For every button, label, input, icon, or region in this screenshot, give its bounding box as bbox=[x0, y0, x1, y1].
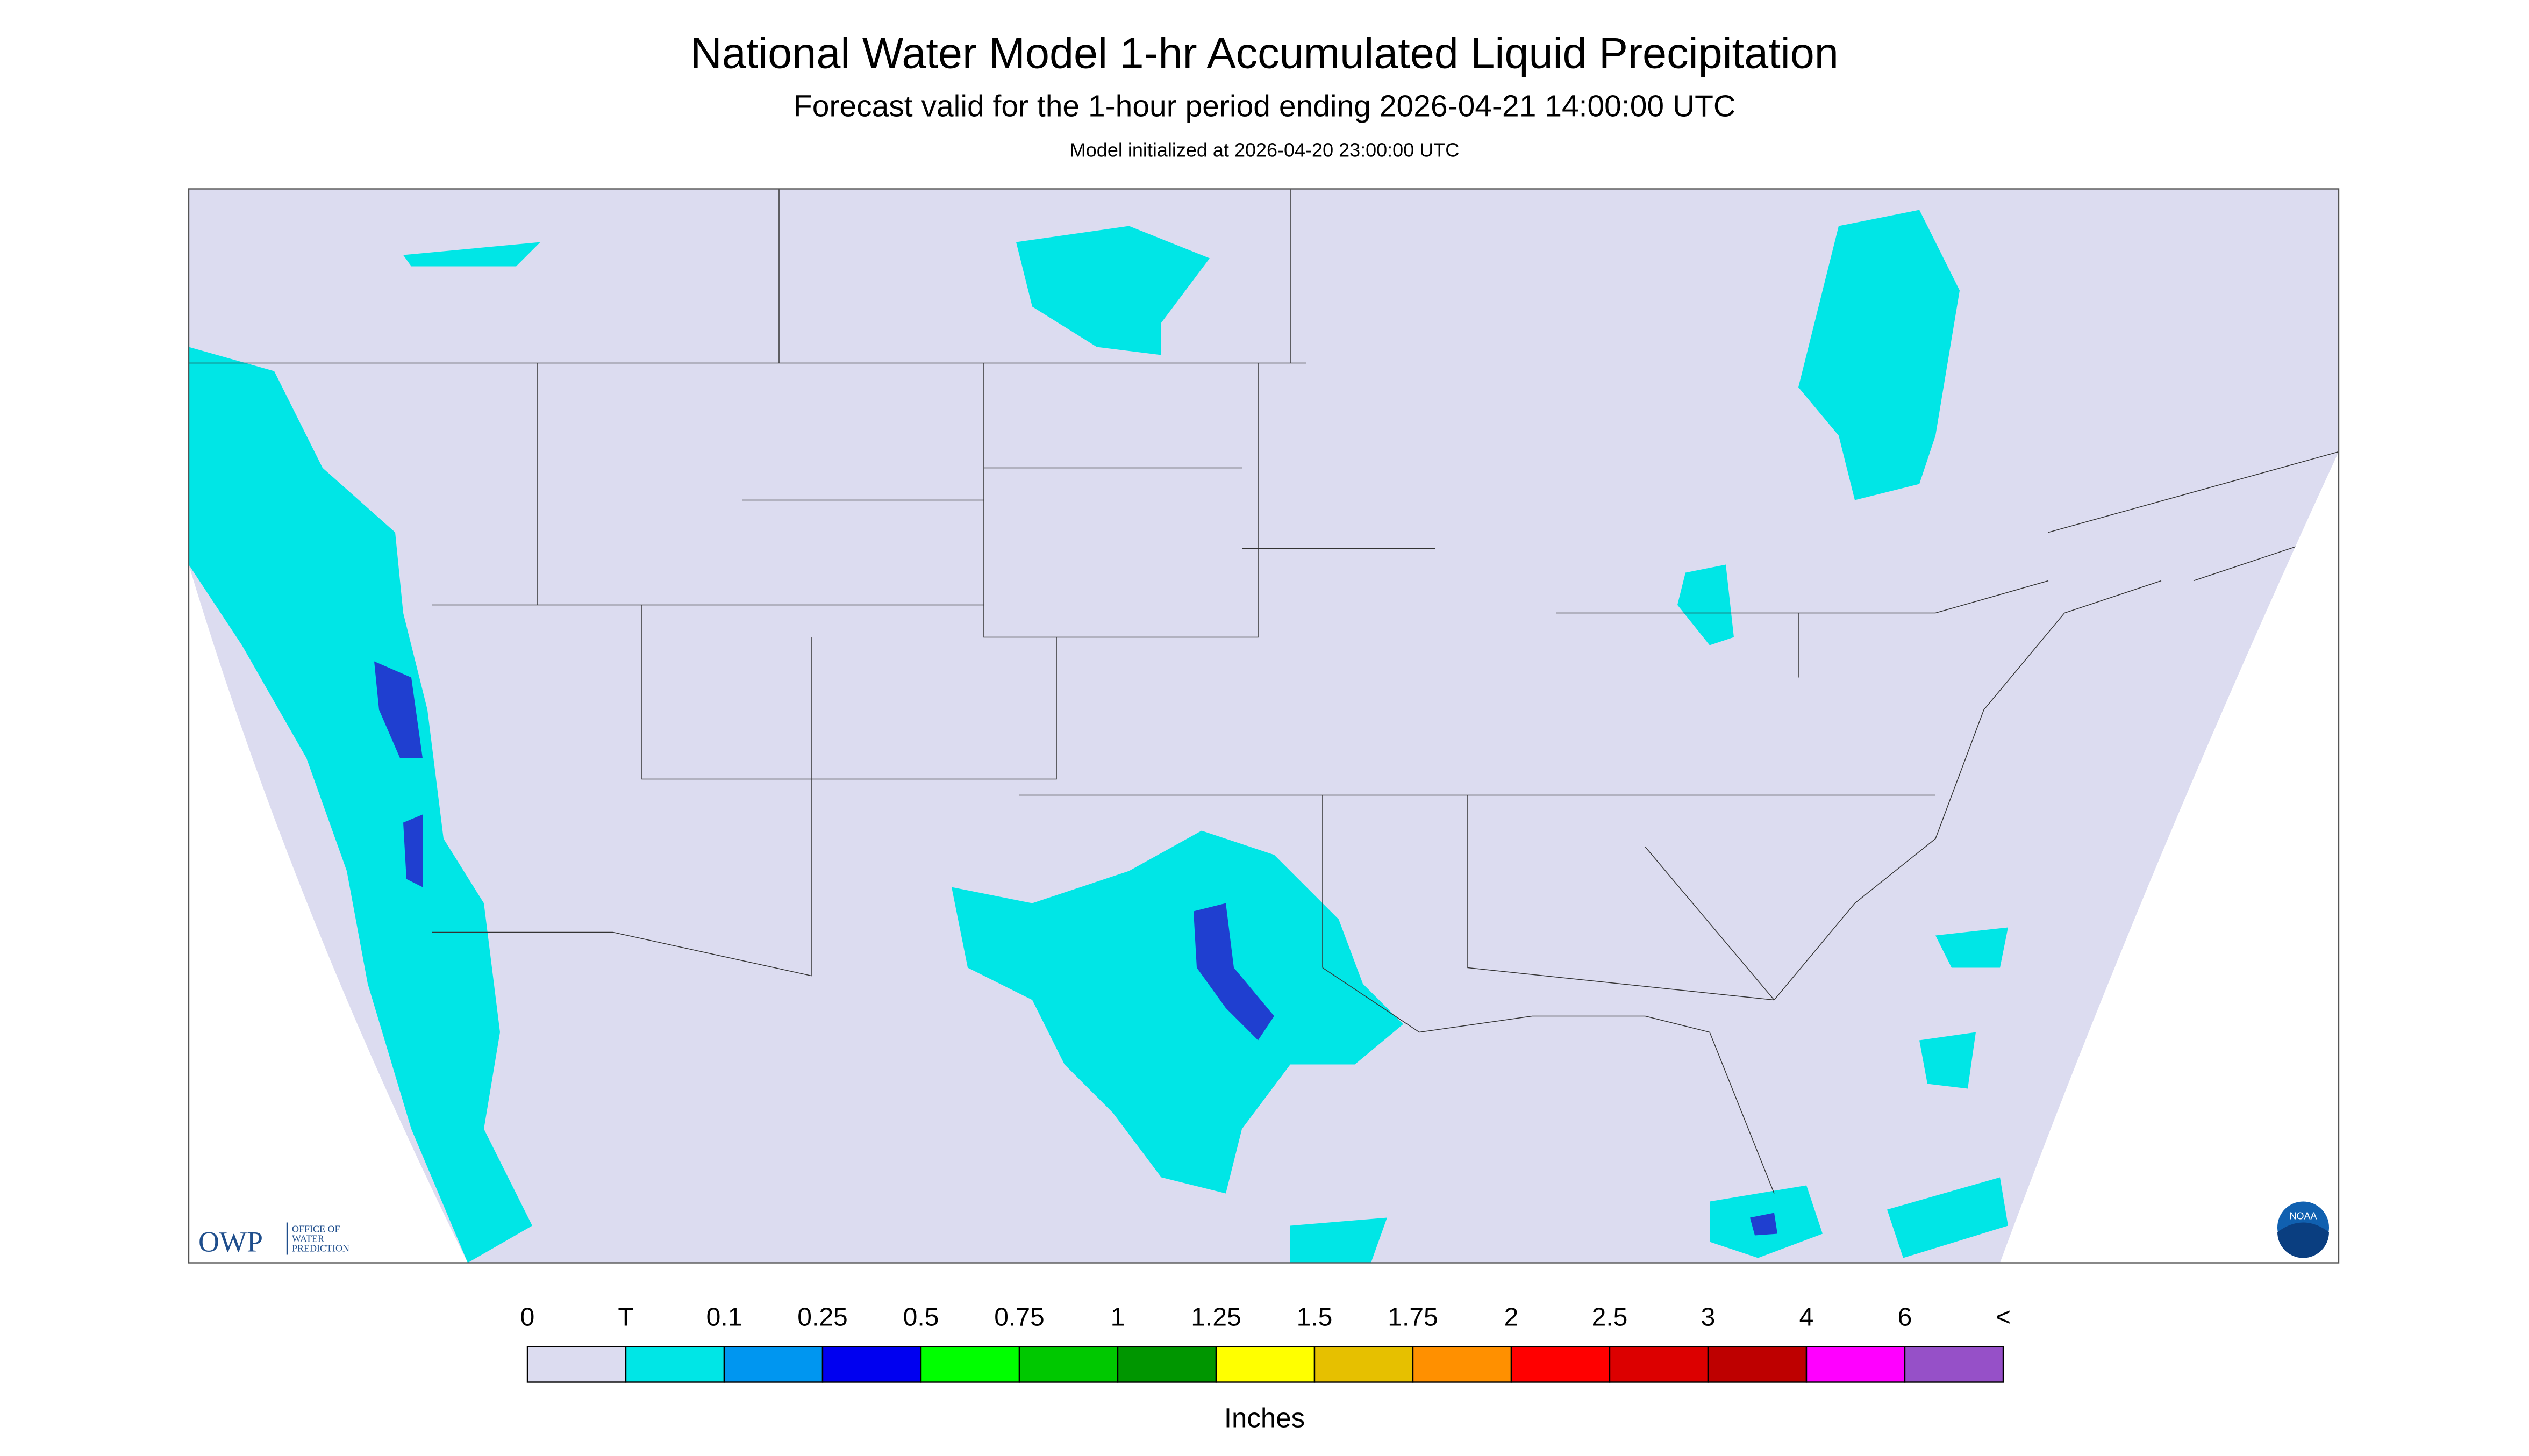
legend-label: 4 bbox=[1799, 1303, 1814, 1332]
legend-swatch bbox=[1904, 1346, 2004, 1383]
legend-label: 0.25 bbox=[797, 1303, 847, 1332]
init-note: Model initialized at 2026-04-20 23:00:00… bbox=[1070, 139, 1459, 161]
subtitle: Forecast valid for the 1-hour period end… bbox=[794, 89, 1735, 124]
legend-label: 2.5 bbox=[1592, 1303, 1628, 1332]
legend-swatch bbox=[526, 1346, 627, 1383]
legend-swatch bbox=[1313, 1346, 1414, 1383]
legend-swatch bbox=[1215, 1346, 1316, 1383]
legend-label: 3 bbox=[1701, 1303, 1716, 1332]
noaa-text: NOAA bbox=[2289, 1211, 2317, 1222]
legend-swatch bbox=[1510, 1346, 1611, 1383]
legend-label: 1.25 bbox=[1191, 1303, 1241, 1332]
legend-label: 0.75 bbox=[994, 1303, 1044, 1332]
map-frame bbox=[188, 188, 2340, 1264]
noaa-wave bbox=[2277, 1222, 2329, 1258]
legend-label: 2 bbox=[1504, 1303, 1519, 1332]
legend-swatch bbox=[723, 1346, 824, 1383]
legend-swatch bbox=[1018, 1346, 1119, 1383]
map bbox=[188, 188, 2340, 1264]
boundaries bbox=[189, 189, 2339, 1194]
legend-label: 1 bbox=[1111, 1303, 1125, 1332]
legend-label: < bbox=[1996, 1303, 2011, 1332]
legend-label: 0 bbox=[520, 1303, 535, 1332]
domain-mask-left bbox=[189, 564, 468, 1263]
legend-label: 1.5 bbox=[1297, 1303, 1333, 1332]
legend-swatch bbox=[1805, 1346, 1906, 1383]
precipitation bbox=[189, 210, 2008, 1263]
legend-label: T bbox=[618, 1303, 633, 1332]
owp-logo-text: OWP bbox=[198, 1226, 263, 1258]
legend-unit: Inches bbox=[1224, 1403, 1305, 1433]
legend-swatch bbox=[1117, 1346, 1217, 1383]
legend-label: 0.1 bbox=[706, 1303, 742, 1332]
legend-swatch bbox=[1707, 1346, 1808, 1383]
owp-logo-line: PREDICTION bbox=[292, 1243, 349, 1254]
domain-mask-right bbox=[2000, 451, 2339, 1263]
legend-swatch bbox=[1412, 1346, 1512, 1383]
legend-swatch bbox=[821, 1346, 922, 1383]
legend-swatch bbox=[1609, 1346, 1709, 1383]
legend-swatch bbox=[920, 1346, 1020, 1383]
owp-logo-line: OFFICE OF bbox=[292, 1224, 340, 1235]
owp-logo-line: WATER bbox=[292, 1233, 324, 1244]
owp-logo: OWP OFFICE OF WATER PREDICTION bbox=[198, 1222, 349, 1258]
title: National Water Model 1-hr Accumulated Li… bbox=[690, 30, 1839, 78]
legend-label: 0.5 bbox=[903, 1303, 939, 1332]
noaa-logo: NOAA bbox=[2277, 1201, 2329, 1258]
map-background bbox=[189, 189, 2339, 1263]
legend-label: 1.75 bbox=[1388, 1303, 1438, 1332]
legend: 0 T 0.1 0.25 0.5 0.75 1 1.25 1.5 1.75 2 2.5 3 4 6 < bbox=[520, 1303, 2011, 1383]
legend-swatch bbox=[625, 1346, 725, 1383]
legend-label: 6 bbox=[1898, 1303, 1912, 1332]
